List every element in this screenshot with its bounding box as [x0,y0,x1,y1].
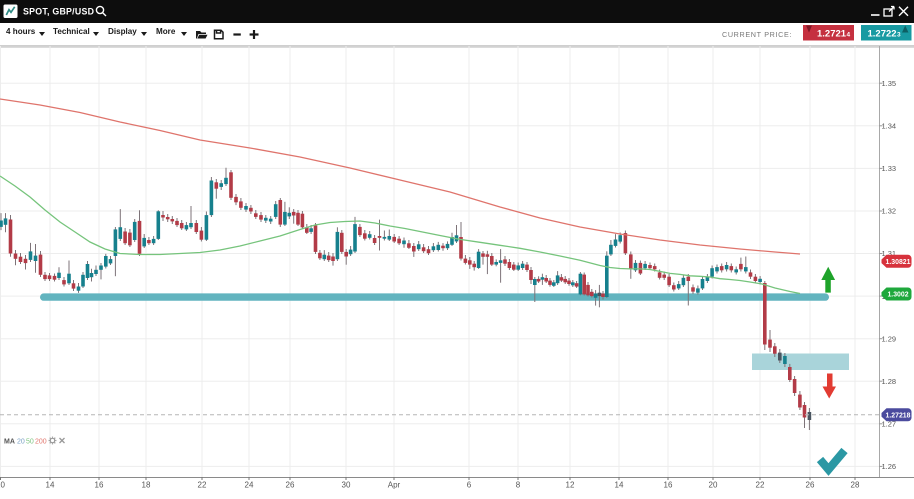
svg-text:1.27218: 1.27218 [886,412,911,419]
svg-text:26: 26 [806,481,815,490]
svg-text:28: 28 [851,481,860,490]
svg-text:Apr: Apr [388,481,401,490]
svg-text:24: 24 [245,481,254,490]
svg-text:12: 12 [566,481,575,490]
svg-text:20: 20 [17,439,25,446]
svg-text:16: 16 [95,481,104,490]
svg-text:1.28: 1.28 [882,377,897,386]
svg-text:6: 6 [467,481,472,490]
svg-text:30: 30 [342,481,351,490]
svg-text:10: 10 [0,481,5,490]
svg-text:1.30821: 1.30821 [886,259,911,266]
svg-text:1.33: 1.33 [882,164,897,173]
svg-text:22: 22 [198,481,207,490]
svg-text:1.29: 1.29 [882,334,897,343]
svg-text:200: 200 [35,439,47,446]
svg-text:14: 14 [46,481,55,490]
svg-text:16: 16 [664,481,673,490]
svg-text:4: 4 [847,32,851,39]
svg-text:SPOT, GBP/USD: SPOT, GBP/USD [23,7,94,17]
svg-text:1.3002: 1.3002 [887,292,908,299]
svg-text:MA: MA [4,439,15,446]
svg-text:22: 22 [756,481,765,490]
svg-text:14: 14 [615,481,624,490]
svg-text:18: 18 [142,481,151,490]
svg-text:1.34: 1.34 [882,122,897,131]
svg-text:26: 26 [286,481,295,490]
svg-text:1.2721: 1.2721 [817,29,847,40]
svg-text:1.26: 1.26 [882,462,897,471]
svg-text:8: 8 [516,481,521,490]
svg-text:1.31: 1.31 [882,249,897,258]
svg-text:1.32: 1.32 [882,207,897,216]
svg-text:3: 3 [897,32,901,39]
svg-text:50: 50 [26,439,34,446]
svg-text:1.35: 1.35 [882,79,897,88]
svg-text:1.27: 1.27 [882,420,897,429]
svg-text:1.2722: 1.2722 [868,29,897,40]
svg-text:20: 20 [709,481,718,490]
svg-text:CURRENT PRICE:: CURRENT PRICE: [722,30,792,39]
